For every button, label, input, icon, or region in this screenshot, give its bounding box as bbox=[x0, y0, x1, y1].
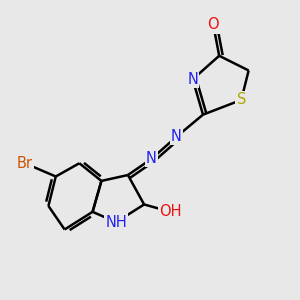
Text: N: N bbox=[187, 72, 198, 87]
Text: N: N bbox=[146, 151, 157, 166]
Text: O: O bbox=[208, 17, 219, 32]
Text: Br: Br bbox=[17, 156, 33, 171]
Text: N: N bbox=[171, 129, 182, 144]
Text: OH: OH bbox=[159, 204, 182, 219]
Text: S: S bbox=[237, 92, 246, 107]
Text: NH: NH bbox=[105, 214, 127, 230]
